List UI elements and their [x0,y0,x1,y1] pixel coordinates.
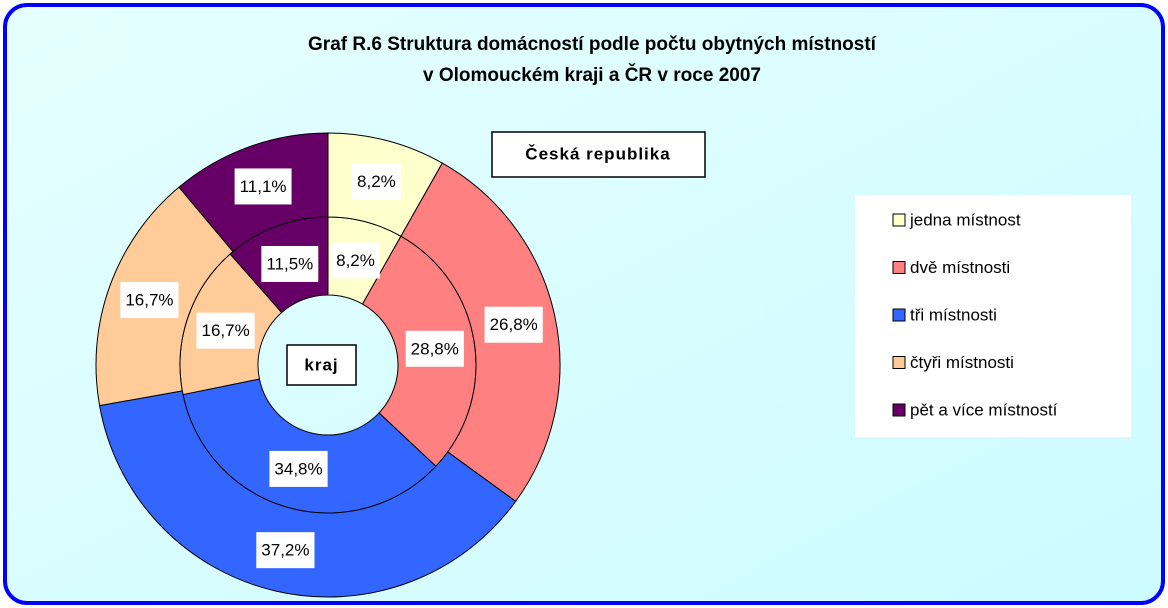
legend-swatch [892,261,906,274]
data-label-box [196,312,255,349]
legend-swatch [892,356,906,369]
data-label-box [484,306,543,343]
donut-segment [400,162,561,503]
data-label-box [120,282,179,319]
legend-label: čtyři místnosti [910,353,1014,372]
legend-swatch [892,308,906,322]
donut-segment [99,390,517,598]
data-label: 26,8% [490,315,538,334]
ring-label-box [286,344,357,386]
data-label: 16,7% [125,291,173,310]
data-label-box [331,242,380,279]
legend-label: tři místnosti [910,305,997,324]
legend-swatch [892,403,906,417]
legend-label: jedna místnost [909,210,1021,229]
data-label-box [269,450,328,487]
data-label: 8,2% [336,251,375,270]
data-label-box [256,532,315,569]
legend-label: pět a více místností [910,400,1058,419]
rings: 8,2% 28,8% 34,8% 16,7% 11,5% 8,2% 26,8% 37,2% 16… [95,132,561,598]
data-label: 11,5% [266,254,313,273]
data-label: 37,2% [261,541,309,560]
data-label: 34,8% [274,459,322,478]
legend-label: dvě místnosti [910,258,1010,277]
data-label: 11,1% [240,177,287,196]
data-label-box [405,330,464,367]
chart-title: Graf R.6 Struktura domácností podle počt… [308,34,877,55]
data-label-box [261,245,319,282]
ring-label: kraj [304,355,338,374]
data-label: 28,8% [411,339,459,358]
data-label: 8,2% [357,172,396,191]
ring-label: Česká republika [525,144,670,163]
data-label-box [352,163,401,200]
chart-title: v Olomouckém kraji a ČR v roce 2007 [423,64,761,86]
legend-items: jedna místnost dvě místnosti tři místnosti… [892,210,1058,419]
data-label: 16,7% [202,321,250,340]
legend-swatch [892,213,906,227]
data-label-box [234,168,292,205]
ring-label-box [491,131,706,178]
